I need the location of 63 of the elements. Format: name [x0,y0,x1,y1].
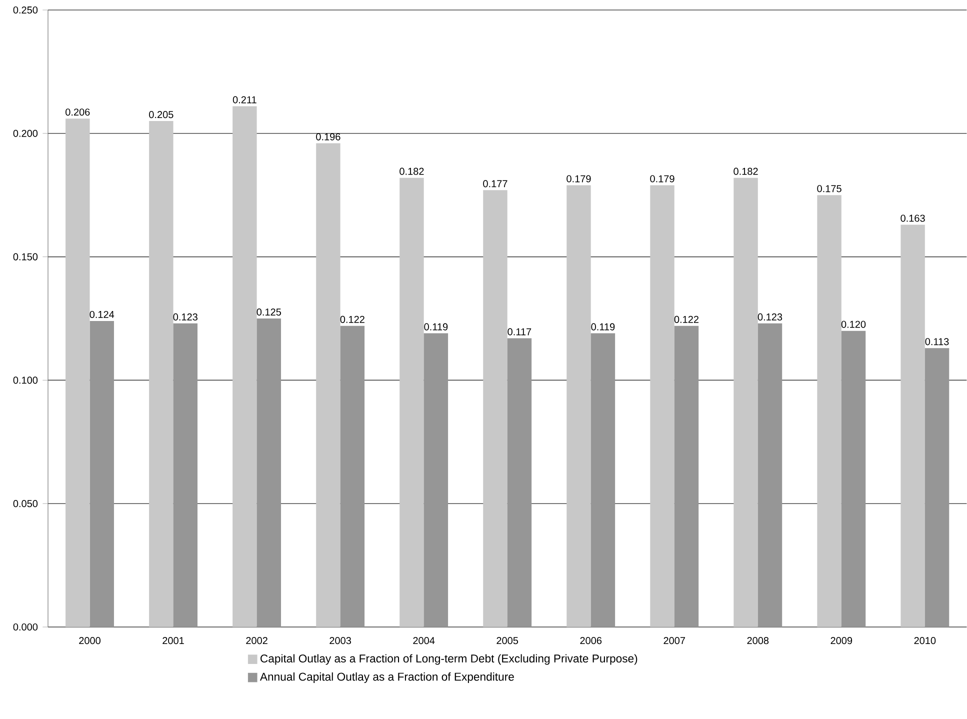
y-tick-label: 0.250 [13,6,38,14]
x-tick-label: 2009 [830,637,852,644]
x-tick-label: 2007 [664,637,685,644]
y-tick-label: 0.000 [13,623,38,631]
data-label: 0.211 [232,96,256,104]
data-label: 0.124 [90,310,114,318]
legend-label: Annual Capital Outlay as a Fraction of Expenditure [260,672,514,683]
data-label: 0.179 [650,175,674,182]
bar [149,121,174,627]
x-tick-label: 2004 [413,637,435,644]
data-label: 0.163 [900,214,925,222]
bar [507,338,532,627]
x-tick-label: 2003 [330,637,351,644]
bar [566,185,591,627]
bar [734,178,758,627]
y-tick-label: 0.050 [13,500,38,508]
x-tick-label: 2010 [914,637,936,644]
data-label: 0.177 [483,180,508,188]
bar [841,330,866,627]
x-tick-label: 2001 [162,637,184,644]
bar [316,143,340,627]
data-label: 0.123 [758,313,782,321]
data-label: 0.119 [591,323,615,330]
bar [232,106,257,627]
data-label: 0.206 [66,108,90,116]
bar [340,326,365,627]
data-label: 0.182 [400,168,424,175]
bar [900,224,925,627]
bar [590,333,616,627]
bar [924,348,950,627]
bar [483,190,508,627]
data-label: 0.113 [925,338,949,346]
data-label: 0.119 [424,323,448,330]
x-tick-label: 2006 [580,637,602,644]
bar [817,195,842,627]
data-label: 0.125 [256,308,281,316]
data-label: 0.182 [734,168,758,175]
x-tick-label: 2002 [246,637,268,644]
bar [400,178,424,627]
data-label: 0.123 [173,313,198,321]
x-tick-label: 2008 [747,637,769,644]
bar [758,323,782,627]
legend-label: Capital Outlay as a Fraction of Long-term Debt (Excluding Private Purpose) [260,654,638,665]
y-tick-label: 0.100 [13,376,38,384]
bar [674,326,699,627]
data-label: 0.117 [508,328,532,336]
x-tick-label: 2000 [79,637,100,644]
bar [256,318,282,627]
bar [424,333,448,627]
data-label: 0.205 [149,111,174,118]
y-tick-label: 0.150 [13,253,38,260]
data-label: 0.175 [817,185,842,192]
bar [90,320,114,627]
bar [173,323,198,627]
data-label: 0.122 [674,316,698,323]
data-label: 0.122 [340,316,364,323]
bar [650,185,674,627]
y-tick-label: 0.200 [13,130,38,137]
data-label: 0.196 [316,133,340,140]
bar [66,118,90,627]
data-label: 0.179 [566,175,591,182]
data-label: 0.120 [841,320,866,328]
x-tick-label: 2005 [496,637,518,644]
